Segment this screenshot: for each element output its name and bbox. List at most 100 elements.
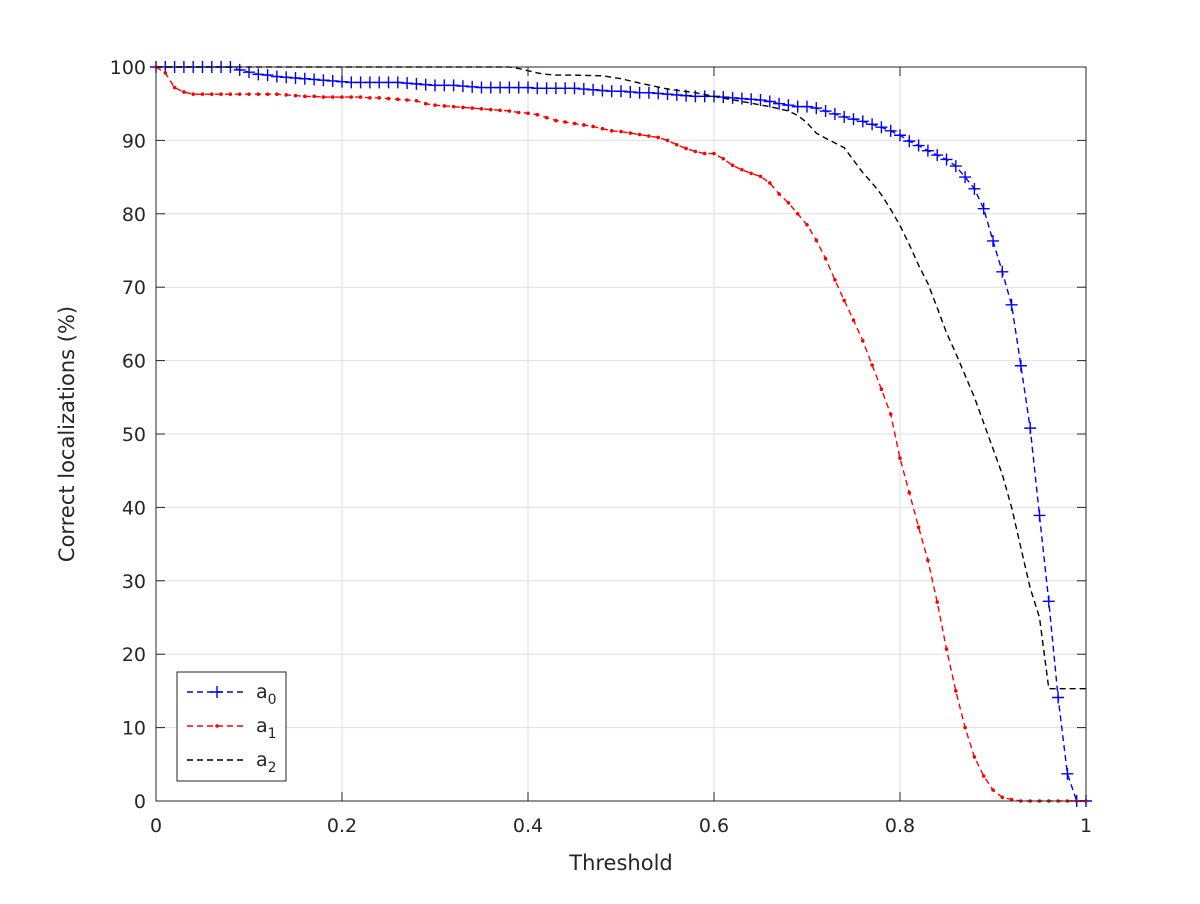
data-point [628,131,633,135]
data-point [856,115,869,128]
data-point [321,95,326,99]
data-point [442,104,447,108]
y-tick-label: 30 [122,571,146,593]
data-point [233,63,246,76]
data-point [652,87,665,100]
data-point [526,111,530,116]
data-point [252,68,265,81]
data-point [433,103,437,107]
data-point [777,192,781,196]
data-point [861,338,865,343]
legend-swatch-marker [211,686,223,698]
data-point [1005,298,1018,311]
data-point [884,124,897,137]
data-point [312,94,316,99]
data-point [721,156,726,161]
data-point [819,105,832,118]
data-point [907,490,912,495]
data-point [754,94,767,107]
data-point [191,92,195,96]
data-point [293,93,298,98]
data-point [330,95,335,99]
legend-label-subscript: 1 [268,726,277,742]
data-point [1033,509,1046,522]
data-point [563,120,567,124]
data-point [470,106,475,110]
data-point [991,788,995,792]
data-point [875,121,888,134]
data-point [712,151,716,156]
data-point [833,278,837,282]
data-point [303,94,307,99]
data-point [735,92,748,105]
legend-label-subscript: 2 [268,760,277,776]
data-point [702,151,707,156]
data-point [237,92,242,96]
data-point [726,91,739,104]
y-tick-label: 0 [134,791,146,813]
data-point [401,77,414,90]
data-point [1014,359,1027,372]
data-point [182,90,186,94]
x-tick-label: 0 [150,815,162,837]
data-point [336,75,348,88]
data-point [661,88,674,101]
data-point [391,76,404,89]
data-point [730,163,735,168]
data-point [358,95,363,99]
data-point [656,135,660,140]
data-point [284,93,289,97]
data-point [912,139,925,152]
data-point [554,118,558,123]
data-point [219,92,223,96]
data-point [972,755,977,759]
data-point [270,70,283,83]
data-point [410,77,423,90]
y-tick-label: 80 [122,204,146,226]
data-point [609,129,614,133]
data-point [317,74,330,87]
data-point [405,98,409,102]
data-point [795,212,800,216]
data-point [763,95,776,108]
series-line-2 [156,66,1086,690]
data-point [572,121,577,126]
data-point [489,107,493,112]
data-point [289,72,302,85]
y-tick-label: 70 [122,277,146,299]
x-tick-label: 0.6 [699,815,729,837]
data-point [340,95,344,99]
data-point [587,83,600,96]
data-point [977,202,990,215]
data-point [782,99,795,112]
data-point [535,112,540,117]
data-point [851,318,856,323]
data-point [396,97,400,102]
data-point [200,92,205,96]
data-point [1052,691,1065,704]
data-point [568,82,581,95]
data-point [866,118,879,131]
data-point [265,92,270,96]
data-point [814,238,819,243]
data-point [447,79,460,92]
series-1 [154,65,1088,803]
legend-swatch-marker [215,724,219,728]
data-point [577,83,590,96]
data-point [591,124,595,129]
data-point [768,181,772,185]
y-tick-label: 10 [122,718,146,740]
data-point [786,200,791,205]
data-point [745,93,758,106]
data-point [466,80,479,93]
data-point [1024,422,1037,435]
data-point [758,174,763,179]
x-tick-label: 0.2 [327,815,357,837]
x-tick-label: 0.8 [885,815,915,837]
data-point [898,456,902,461]
data-point [954,689,958,693]
legend-label-subscript: 0 [268,692,277,708]
data-point [210,92,214,96]
data-point [228,92,233,96]
